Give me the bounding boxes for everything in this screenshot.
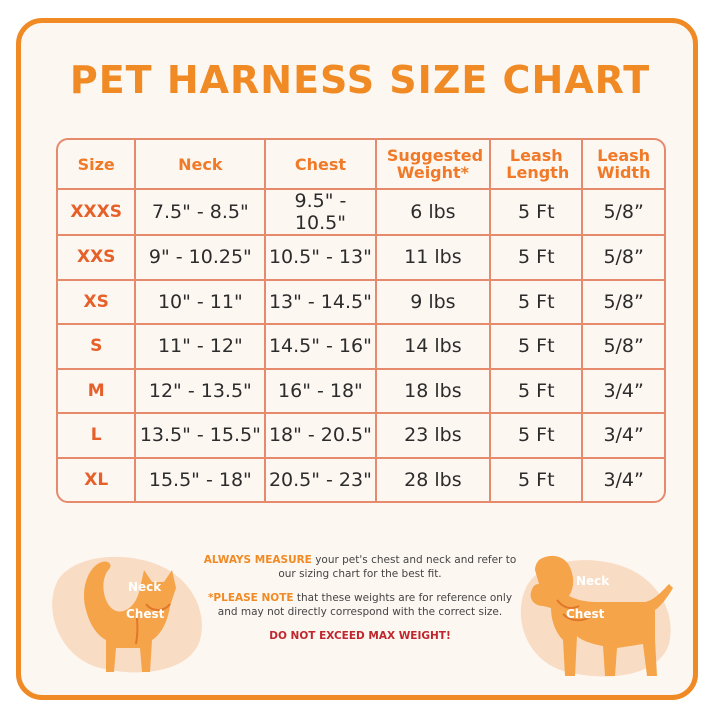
- weight-warning: DO NOT EXCEED MAX WEIGHT!: [269, 630, 451, 642]
- dog-chest-line: [562, 613, 592, 622]
- size-table: Size Neck Chest Suggested Weight* Leash …: [56, 138, 666, 503]
- dog-chest-label: Chest: [566, 607, 605, 621]
- size-cell: L: [58, 414, 137, 459]
- header-size: Size: [58, 140, 137, 190]
- leash-length-cell: 5 Ft: [491, 458, 584, 501]
- table-row: M 12" - 13.5" 16" - 18" 18 lbs 5 Ft 3/4”: [58, 369, 664, 414]
- leash-width-cell: 5/8”: [583, 190, 664, 236]
- table-row: XXXS 7.5" - 8.5" 9.5" - 10.5" 6 lbs 5 Ft…: [58, 190, 664, 236]
- weight-cell: 6 lbs: [376, 190, 492, 236]
- size-cell: XXXS: [58, 190, 137, 236]
- neck-cell: 7.5" - 8.5": [136, 190, 267, 236]
- reference-note-text: that these weights are for reference onl…: [217, 592, 513, 618]
- size-cell: XS: [58, 280, 137, 325]
- chest-cell: 20.5" - 23": [266, 458, 377, 501]
- table-row: S 11" - 12" 14.5" - 16" 14 lbs 5 Ft 5/8”: [58, 325, 664, 370]
- reference-note-lead: *PLEASE NOTE: [207, 592, 294, 604]
- leash-width-cell: 3/4”: [583, 414, 664, 459]
- chest-cell: 16" - 18": [266, 369, 377, 414]
- measure-note-text: your pet's chest and neck and refer to o…: [278, 554, 517, 580]
- header-chest: Chest: [266, 140, 377, 190]
- cat-icon: [83, 561, 176, 672]
- neck-cell: 12" - 13.5": [136, 369, 267, 414]
- table-row: XS 10" - 11" 13" - 14.5" 9 lbs 5 Ft 5/8”: [58, 280, 664, 325]
- table-row: L 13.5" - 15.5" 18" - 20.5" 23 lbs 5 Ft …: [58, 414, 664, 459]
- leash-width-cell: 5/8”: [583, 325, 664, 370]
- reference-note: *PLEASE NOTE that these weights are for …: [200, 591, 520, 619]
- weight-cell: 9 lbs: [376, 280, 492, 325]
- chest-cell: 9.5" - 10.5": [266, 190, 377, 236]
- size-cell: XXS: [58, 236, 137, 281]
- table-header-row: Size Neck Chest Suggested Weight* Leash …: [58, 140, 664, 190]
- header-leash-length: Leash Length: [491, 140, 584, 190]
- chest-cell: 14.5" - 16": [266, 325, 377, 370]
- leash-length-cell: 5 Ft: [491, 325, 584, 370]
- table-row: XL 15.5" - 18" 20.5" - 23" 28 lbs 5 Ft 3…: [58, 458, 664, 501]
- chest-cell: 18" - 20.5": [266, 414, 377, 459]
- cat-chest-line: [135, 609, 139, 645]
- neck-cell: 10" - 11": [136, 280, 267, 325]
- dog-illustration: [520, 555, 673, 677]
- leash-width-cell: 5/8”: [583, 281, 664, 325]
- dog-icon: [530, 555, 673, 676]
- leash-width-cell: 3/4”: [583, 370, 664, 414]
- neck-cell: 15.5" - 18": [136, 458, 267, 501]
- table-row: XXS 9" - 10.25" 10.5" - 13" 11 lbs 5 Ft …: [58, 236, 664, 281]
- leash-length-cell: 5 Ft: [491, 190, 584, 236]
- chest-cell: 13" - 14.5": [266, 280, 377, 325]
- size-cell: S: [58, 325, 137, 370]
- cat-neck-label: Neck: [128, 580, 162, 594]
- neck-cell: 13.5" - 15.5": [136, 414, 267, 459]
- measure-note: ALWAYS MEASURE your pet's chest and neck…: [200, 553, 520, 581]
- cat-neck-line: [145, 603, 171, 611]
- dog-neck-label: Neck: [576, 574, 610, 588]
- weight-cell: 28 lbs: [377, 458, 492, 501]
- header-neck: Neck: [136, 140, 267, 190]
- dog-neck-line: [556, 599, 580, 609]
- weight-cell: 11 lbs: [376, 236, 492, 281]
- weight-cell: 23 lbs: [376, 414, 492, 459]
- leash-length-cell: 5 Ft: [491, 369, 584, 414]
- notes-block: ALWAYS MEASURE your pet's chest and neck…: [200, 553, 520, 653]
- leash-length-cell: 5 Ft: [491, 236, 584, 281]
- leash-width-cell: 3/4”: [603, 468, 644, 491]
- cat-illustration: [52, 556, 202, 673]
- header-suggested-weight-label: Suggested Weight*: [386, 146, 484, 182]
- header-suggested-weight: Suggested Weight*: [376, 140, 492, 190]
- header-leash-width-label: Leash Width: [596, 146, 651, 182]
- leash-width-cell: 5/8”: [583, 236, 664, 281]
- neck-cell: 11" - 12": [136, 325, 267, 370]
- chest-cell: 10.5" - 13": [266, 236, 377, 281]
- size-cell: XL: [58, 458, 137, 501]
- cat-chest-label: Chest: [126, 607, 165, 621]
- leash-length-cell: 5 Ft: [491, 280, 584, 325]
- measure-note-lead: ALWAYS MEASURE: [203, 554, 312, 566]
- header-leash-length-label: Leash Length: [506, 146, 570, 182]
- weight-cell: 14 lbs: [376, 325, 492, 370]
- weight-cell: 18 lbs: [376, 369, 492, 414]
- header-leash-width: Leash Width: [583, 140, 664, 190]
- page-title: PET HARNESS SIZE CHART: [69, 58, 651, 102]
- neck-cell: 9" - 10.25": [136, 236, 267, 281]
- leash-length-cell: 5 Ft: [491, 414, 584, 459]
- size-cell: M: [58, 369, 137, 414]
